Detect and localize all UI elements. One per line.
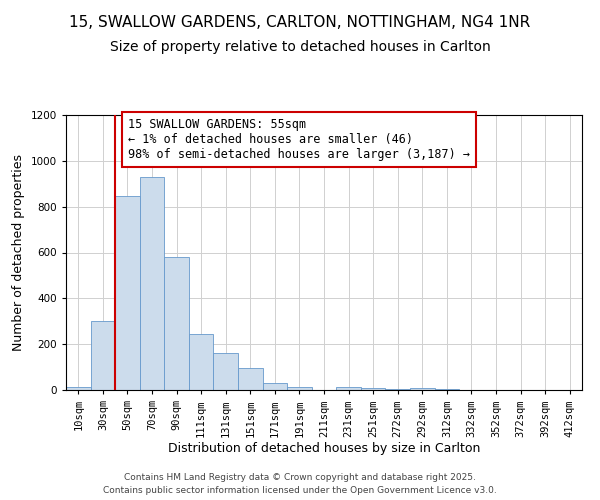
Text: 15 SWALLOW GARDENS: 55sqm
← 1% of detached houses are smaller (46)
98% of semi-d: 15 SWALLOW GARDENS: 55sqm ← 1% of detach… bbox=[128, 118, 470, 161]
Bar bbox=[214, 354, 238, 390]
Bar bbox=[263, 383, 287, 390]
Bar bbox=[410, 388, 434, 390]
Bar bbox=[189, 334, 214, 390]
Bar bbox=[336, 387, 361, 390]
Bar bbox=[140, 177, 164, 390]
Text: Contains HM Land Registry data © Crown copyright and database right 2025.: Contains HM Land Registry data © Crown c… bbox=[124, 474, 476, 482]
Bar bbox=[385, 389, 410, 390]
Text: 15, SWALLOW GARDENS, CARLTON, NOTTINGHAM, NG4 1NR: 15, SWALLOW GARDENS, CARLTON, NOTTINGHAM… bbox=[70, 15, 530, 30]
Bar bbox=[66, 386, 91, 390]
Y-axis label: Number of detached properties: Number of detached properties bbox=[12, 154, 25, 351]
Text: Contains public sector information licensed under the Open Government Licence v3: Contains public sector information licen… bbox=[103, 486, 497, 495]
Bar bbox=[91, 322, 115, 390]
Bar bbox=[287, 386, 312, 390]
Text: Size of property relative to detached houses in Carlton: Size of property relative to detached ho… bbox=[110, 40, 490, 54]
Bar bbox=[238, 368, 263, 390]
X-axis label: Distribution of detached houses by size in Carlton: Distribution of detached houses by size … bbox=[168, 442, 480, 455]
Bar bbox=[361, 388, 385, 390]
Bar bbox=[164, 257, 189, 390]
Bar bbox=[115, 196, 140, 390]
